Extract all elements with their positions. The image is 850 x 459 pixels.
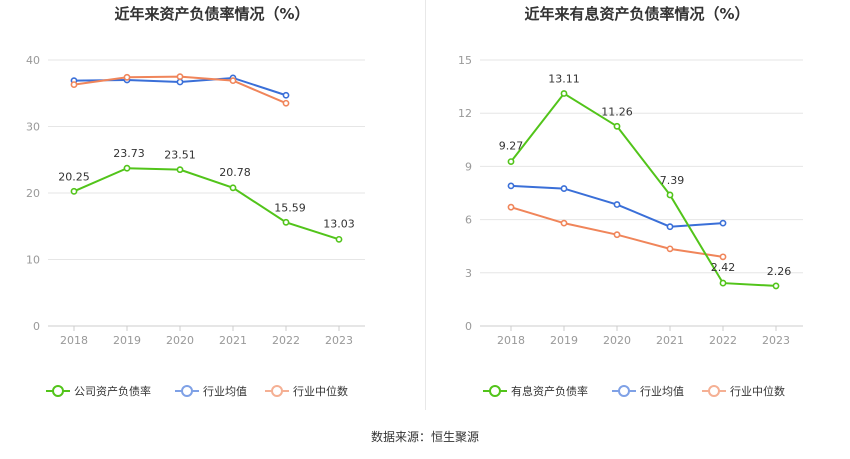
x-tick-label: 2019 [113, 334, 141, 347]
data-point[interactable] [613, 201, 621, 208]
data-point[interactable] [719, 253, 727, 261]
chart-svg: 近年来资产负债率情况（%） 0 10 20 30 40 2018 2019 2020 2021 20… [26, 5, 365, 398]
data-point[interactable] [507, 182, 515, 190]
legend-swatch-marker [52, 385, 64, 397]
series-line [73, 167, 340, 241]
chart-svg: 近年来有息资产负债率情况（%） 0 3 6 9 12 15 2018 2019 2020 2021 2… [458, 5, 803, 398]
x-tick-label: 2020 [166, 334, 194, 347]
legend-item[interactable]: 行业中位数 [702, 384, 785, 398]
legend-label: 行业均值 [640, 385, 684, 398]
data-point[interactable] [229, 184, 237, 192]
data-point[interactable] [719, 279, 727, 287]
legend-label: 公司资产负债率 [74, 384, 151, 398]
y-tick-label: 0 [465, 320, 472, 333]
legend-label: 有息资产负债率 [511, 384, 588, 398]
panel-divider [425, 0, 426, 410]
data-point[interactable] [123, 164, 131, 172]
data-point[interactable] [560, 219, 568, 227]
data-label: 7.39 [660, 174, 685, 187]
data-label: 23.73 [113, 147, 145, 160]
data-label: 23.51 [164, 149, 196, 162]
y-tick-label: 40 [26, 54, 40, 67]
legend-item[interactable]: 行业中位数 [265, 384, 348, 398]
data-point[interactable] [666, 191, 674, 199]
data-point[interactable] [70, 187, 78, 195]
data-label: 20.78 [219, 166, 251, 179]
data-point[interactable] [560, 185, 568, 192]
data-point[interactable] [282, 218, 290, 226]
data-point[interactable] [282, 91, 290, 99]
legend-item[interactable]: 有息资产负债率 [483, 384, 588, 398]
data-point[interactable] [772, 282, 780, 290]
x-tick-label: 2022 [709, 334, 737, 347]
data-point[interactable] [282, 99, 290, 107]
x-tick-label: 2022 [272, 334, 300, 347]
data-label: 9.27 [499, 140, 524, 153]
data-source-note: 数据来源：恒生聚源 [370, 430, 479, 444]
y-tick-label: 30 [26, 121, 40, 134]
y-tick-label: 0 [33, 320, 40, 333]
x-tick-label: 2023 [325, 334, 353, 347]
x-tick-label: 2018 [497, 334, 525, 347]
x-tick-label: 2021 [219, 334, 247, 347]
chart-asset-liability-ratio: 近年来资产负债率情况（%） 0 10 20 30 40 2018 2019 2020 2021 20… [0, 0, 425, 410]
data-point[interactable] [229, 77, 237, 85]
data-label: 2.26 [767, 265, 792, 278]
data-point[interactable] [507, 203, 515, 211]
x-tick-label: 2020 [603, 334, 631, 347]
legend-label: 行业均值 [203, 385, 247, 398]
legend-swatch-marker [271, 385, 283, 397]
data-label: 20.25 [58, 170, 90, 183]
x-tick-label: 2018 [60, 334, 88, 347]
legend-item[interactable]: 公司资产负债率 [46, 384, 151, 398]
y-tick-label: 3 [465, 267, 472, 280]
legend-label: 行业中位数 [730, 384, 785, 398]
data-point[interactable] [176, 166, 184, 174]
legend-swatch-marker [708, 385, 720, 397]
data-point[interactable] [666, 223, 674, 231]
legend-item[interactable]: 行业均值 [175, 385, 247, 398]
y-tick-label: 10 [26, 254, 40, 267]
data-label: 11.26 [601, 105, 633, 118]
x-tick-label: 2021 [656, 334, 684, 347]
y-tick-label: 12 [458, 107, 472, 120]
series-line [510, 92, 777, 287]
legend-swatch-marker [181, 385, 193, 397]
data-point[interactable] [176, 73, 184, 81]
x-tick-label: 2023 [762, 334, 790, 347]
data-label: 15.59 [274, 201, 306, 214]
y-tick-label: 6 [465, 214, 472, 227]
legend-swatch-marker [489, 385, 501, 397]
y-tick-label: 9 [465, 160, 472, 173]
data-point[interactable] [613, 122, 621, 130]
data-point[interactable] [666, 245, 674, 253]
data-point[interactable] [719, 219, 727, 227]
data-label: 2.42 [711, 261, 736, 274]
y-tick-label: 20 [26, 187, 40, 200]
data-point[interactable] [123, 73, 131, 81]
data-point[interactable] [335, 235, 343, 243]
x-tick-label: 2019 [550, 334, 578, 347]
chart-interest-bearing-liability-ratio: 近年来有息资产负债率情况（%） 0 3 6 9 12 15 2018 2019 2020 2021 2… [425, 0, 850, 410]
data-point[interactable] [507, 158, 515, 166]
data-point[interactable] [560, 90, 568, 97]
legend-swatch-marker [618, 385, 630, 397]
data-label: 13.11 [548, 73, 580, 86]
chart-title: 近年来有息资产负债率情况（%） [524, 5, 749, 23]
data-point[interactable] [70, 81, 78, 89]
legend-item[interactable]: 行业均值 [612, 385, 684, 398]
y-tick-label: 15 [458, 54, 472, 67]
data-point[interactable] [613, 231, 621, 239]
data-point[interactable] [176, 78, 184, 86]
chart-title: 近年来资产负债率情况（%） [114, 5, 309, 23]
legend-label: 行业中位数 [293, 384, 348, 398]
data-label: 13.03 [323, 217, 355, 230]
